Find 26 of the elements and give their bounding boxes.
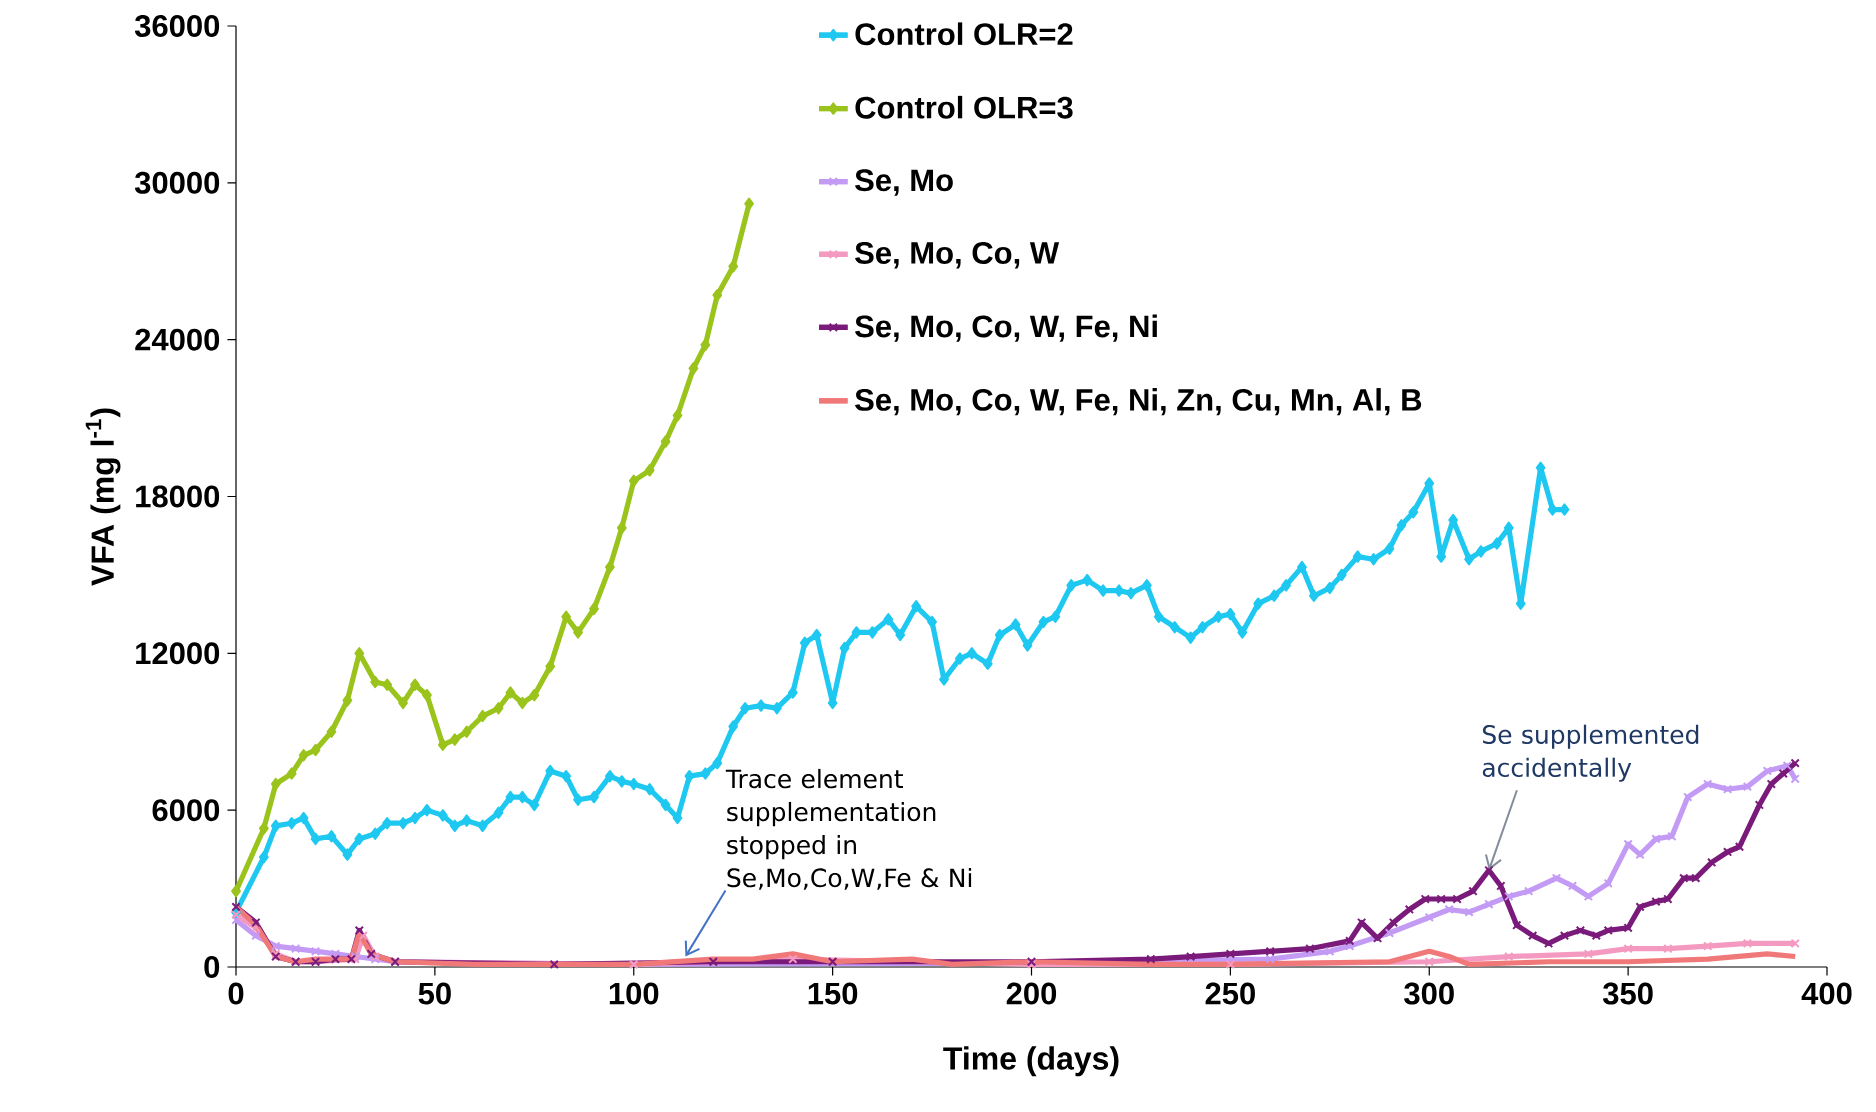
y-tick-label: 24000	[135, 328, 220, 351]
y-tick-label: 0	[204, 956, 220, 978]
y-tick-label: 30000	[134, 171, 220, 194]
x-tick-label: 50	[418, 982, 451, 1005]
y-tick-label: 12000	[136, 642, 220, 665]
y-tick-label: 36000	[134, 15, 220, 37]
annotation: Trace element supplementation stopped in Se,Mo,Co,W,Fe & Ni	[725, 768, 972, 890]
legend-label: Se, Mo, Co, W, Fe, Ni	[855, 314, 1157, 342]
x-tick-label: 400	[1801, 982, 1852, 1005]
x-axis-title: Time (days)	[943, 1046, 1119, 1077]
legend-label: Se, Mo, Co, W	[855, 241, 1060, 269]
y-axis-title: VFA (mg l$^{-1}$)	[85, 408, 121, 586]
x-tick-label: 100	[609, 982, 659, 1005]
legend-label: Control OLR=3	[855, 95, 1073, 119]
x-tick-label: 300	[1404, 982, 1454, 1005]
y-tick-label: 18000	[136, 485, 220, 508]
legend-label: Se, Mo, Co, W, Fe, Ni, Zn, Cu, Mn, Al, B	[855, 388, 1422, 416]
x-tick-label: 200	[1006, 982, 1057, 1005]
annotation: Se supplemented accidentally	[1482, 724, 1699, 782]
x-tick-label: 250	[1205, 982, 1255, 1005]
legend-label: Se, Mo	[855, 169, 953, 196]
x-tick-label: 0	[228, 982, 244, 1005]
legend-label: Control OLR=2	[855, 22, 1073, 46]
x-tick-label: 350	[1602, 982, 1653, 1005]
x-tick-label: 150	[808, 982, 858, 1005]
y-tick-label: 6000	[152, 799, 220, 822]
